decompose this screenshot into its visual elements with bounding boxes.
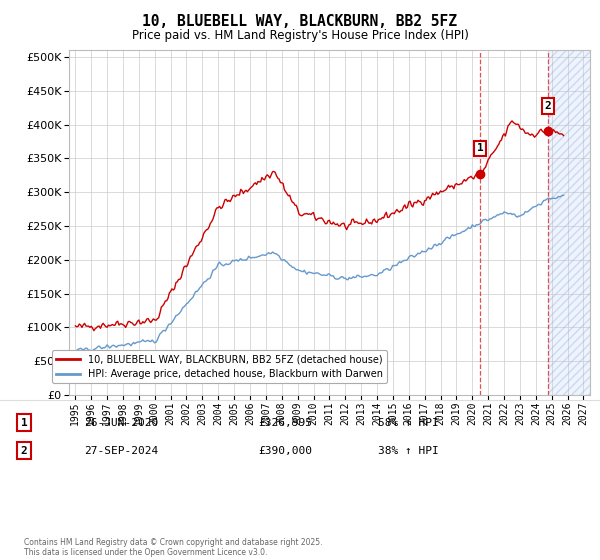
Text: 1: 1 [20,418,28,428]
Text: £390,000: £390,000 [258,446,312,456]
Text: 38% ↑ HPI: 38% ↑ HPI [378,446,439,456]
Legend: 10, BLUEBELL WAY, BLACKBURN, BB2 5FZ (detached house), HPI: Average price, detac: 10, BLUEBELL WAY, BLACKBURN, BB2 5FZ (de… [52,351,387,383]
Text: 1: 1 [477,143,484,153]
Text: 10, BLUEBELL WAY, BLACKBURN, BB2 5FZ: 10, BLUEBELL WAY, BLACKBURN, BB2 5FZ [143,14,458,29]
Text: 58% ↑ HPI: 58% ↑ HPI [378,418,439,428]
Text: £326,995: £326,995 [258,418,312,428]
Text: 27-SEP-2024: 27-SEP-2024 [84,446,158,456]
Bar [548,50,598,395]
Bar [548,50,598,395]
Text: 2: 2 [544,101,551,111]
Text: 2: 2 [20,446,28,456]
Text: 26-JUN-2020: 26-JUN-2020 [84,418,158,428]
Text: Contains HM Land Registry data © Crown copyright and database right 2025.
This d: Contains HM Land Registry data © Crown c… [24,538,323,557]
Text: Price paid vs. HM Land Registry's House Price Index (HPI): Price paid vs. HM Land Registry's House … [131,29,469,42]
